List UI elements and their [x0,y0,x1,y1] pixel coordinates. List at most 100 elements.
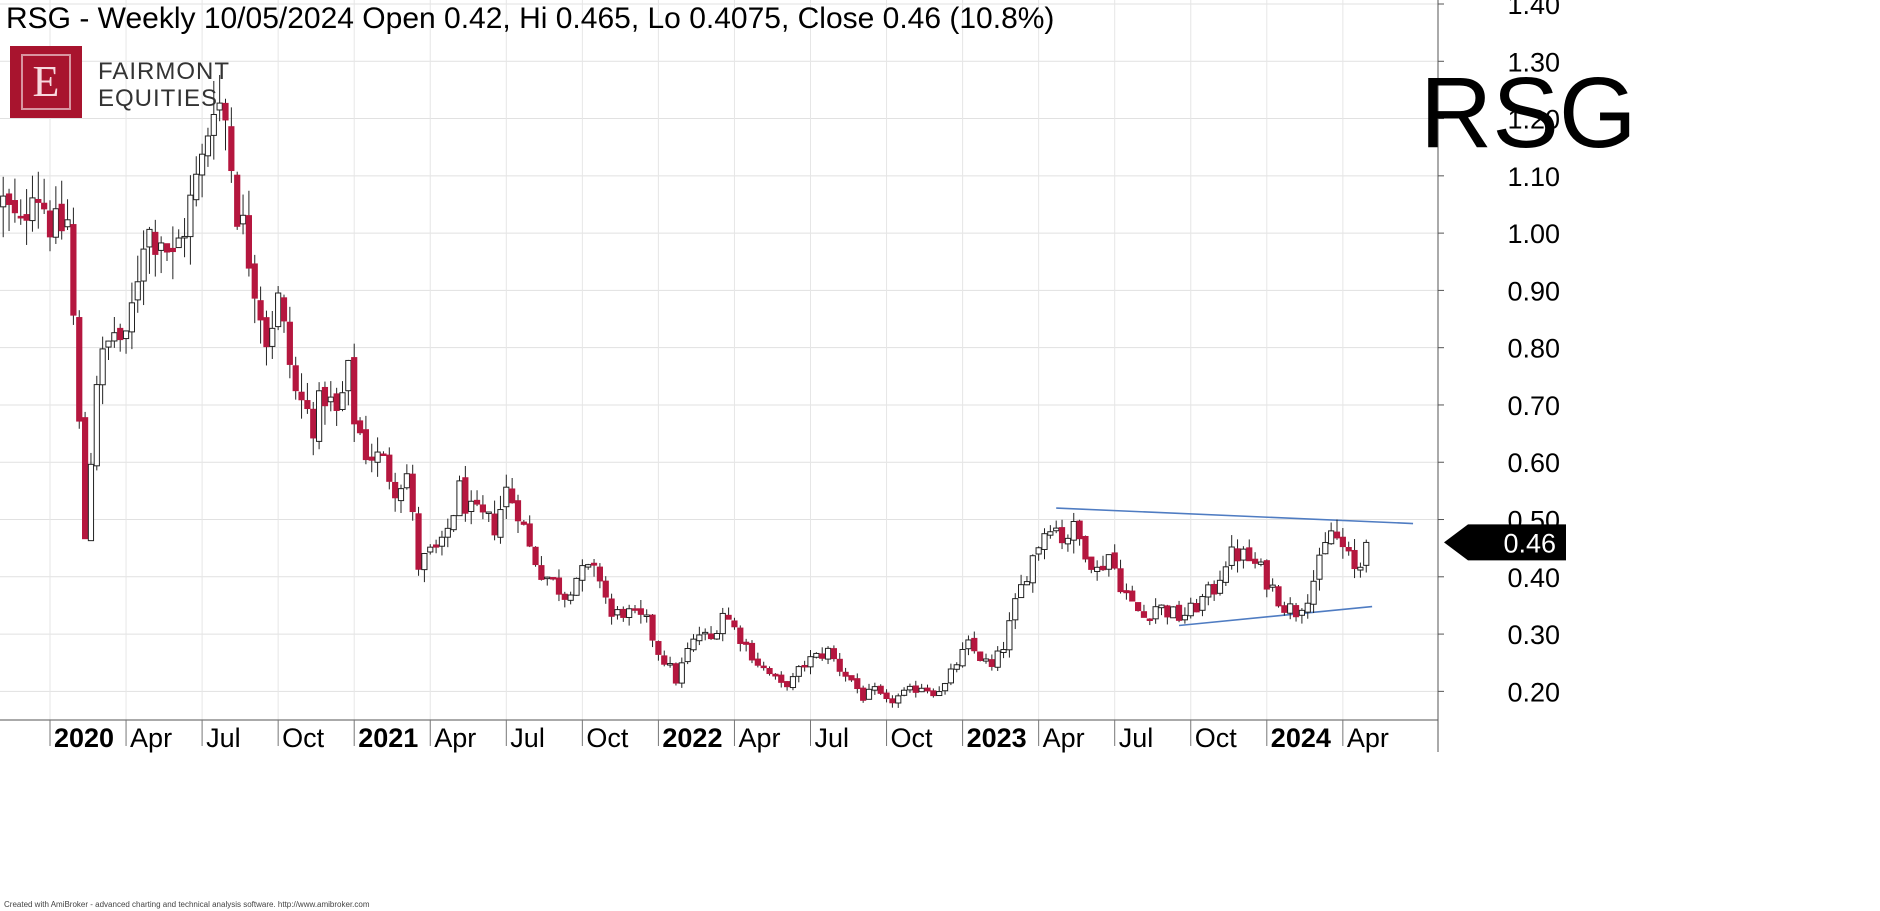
candle-down [386,454,393,482]
y-tick-label: 1.10 [1507,162,1560,192]
candle-up [626,608,633,618]
candle-down [596,566,603,582]
candle-up [895,695,902,704]
x-tick-label: Jul [206,723,241,753]
candle-down [286,321,293,365]
candle-up [918,687,925,693]
x-tick-label: Jul [510,723,545,753]
candle-down [748,642,756,661]
candle-down [1193,602,1200,613]
y-tick-label: 0.40 [1507,563,1560,593]
candle-up [1000,649,1007,654]
candle-down [637,608,644,615]
candle-up [906,685,914,691]
candle-up [573,577,580,596]
candle-down [731,620,738,628]
candle-down [754,658,761,666]
candle-up [1018,584,1025,599]
candle-up [1316,554,1323,580]
candle-down [836,658,843,672]
candle-up [1035,547,1042,555]
y-tick-label: 0.90 [1507,276,1560,306]
candle-down [321,386,329,407]
candle-up [1269,584,1276,588]
candle-down [17,215,24,219]
candle-down [1135,602,1142,612]
candle-down [602,580,609,598]
candle-up [187,194,194,238]
candle-down [555,577,563,595]
y-tick-label: 1.00 [1507,219,1560,249]
candle-down [661,655,668,665]
candle-down [263,317,270,348]
candle-down [362,429,369,461]
candle-down [169,247,176,253]
candle-down [1246,547,1253,562]
candle-down [1140,611,1148,618]
candle-up [696,634,703,642]
candle-down [70,224,77,316]
candle-up [1363,541,1370,566]
x-tick-label: 2023 [967,723,1027,753]
candle-up [614,609,621,616]
candle-down [409,473,416,513]
candle-down [245,215,253,269]
candle-up [421,553,428,571]
candle-down [854,678,861,690]
candle-up [567,594,574,601]
candle-up [1357,566,1364,571]
candle-up [1310,580,1317,605]
candle-up [175,237,182,249]
candle-up [239,214,247,225]
candle-down [356,420,364,434]
candle-up [158,242,165,251]
candle-up [544,576,551,580]
x-tick-label: Oct [586,723,629,753]
candle-up [579,565,586,581]
y-tick-label: 0.30 [1507,620,1560,650]
candle-up [397,488,405,502]
candle-down [1146,618,1153,622]
candle-up [667,663,674,666]
candle-down [608,598,615,617]
candle-down [889,698,896,704]
candle-down [830,648,837,660]
candle-down [1111,552,1118,569]
trendline-upper [1056,507,1414,525]
candle-up [1228,546,1235,566]
candle-up [64,219,71,228]
candle-up [1064,537,1072,545]
candle-down [550,577,557,580]
candle-up [865,688,873,700]
candle-up [403,473,410,489]
candle-down [883,692,890,700]
candle-down [41,202,48,210]
x-tick-label: 2022 [662,723,722,753]
candle-down [1076,520,1083,540]
candle-down [251,263,258,299]
chart-title: RSG - Weekly 10/05/2024 Open 0.42, Hi 0.… [6,2,1055,35]
candle-up [438,536,446,547]
candle-up [275,292,282,328]
candle-down [520,521,527,525]
candle-up [719,612,726,635]
candle-up [643,614,650,617]
candle-down [1275,586,1282,607]
candle-down [912,685,919,693]
candle-down [1339,536,1346,548]
candle-up [795,666,802,677]
candle-up [713,633,720,640]
last-price-badge [1444,524,1566,561]
y-tick-label: 1.40 [1507,0,1560,20]
candle-up [0,195,7,208]
candle-up [99,348,106,386]
candle-up [1199,596,1206,611]
candle-down [860,687,867,701]
candle-up [497,509,504,538]
candle-up [374,451,381,463]
candle-up [427,546,434,553]
candle-up [678,662,685,684]
candle-up [941,683,949,692]
candle-up [1094,566,1101,572]
candle-down [433,544,440,548]
